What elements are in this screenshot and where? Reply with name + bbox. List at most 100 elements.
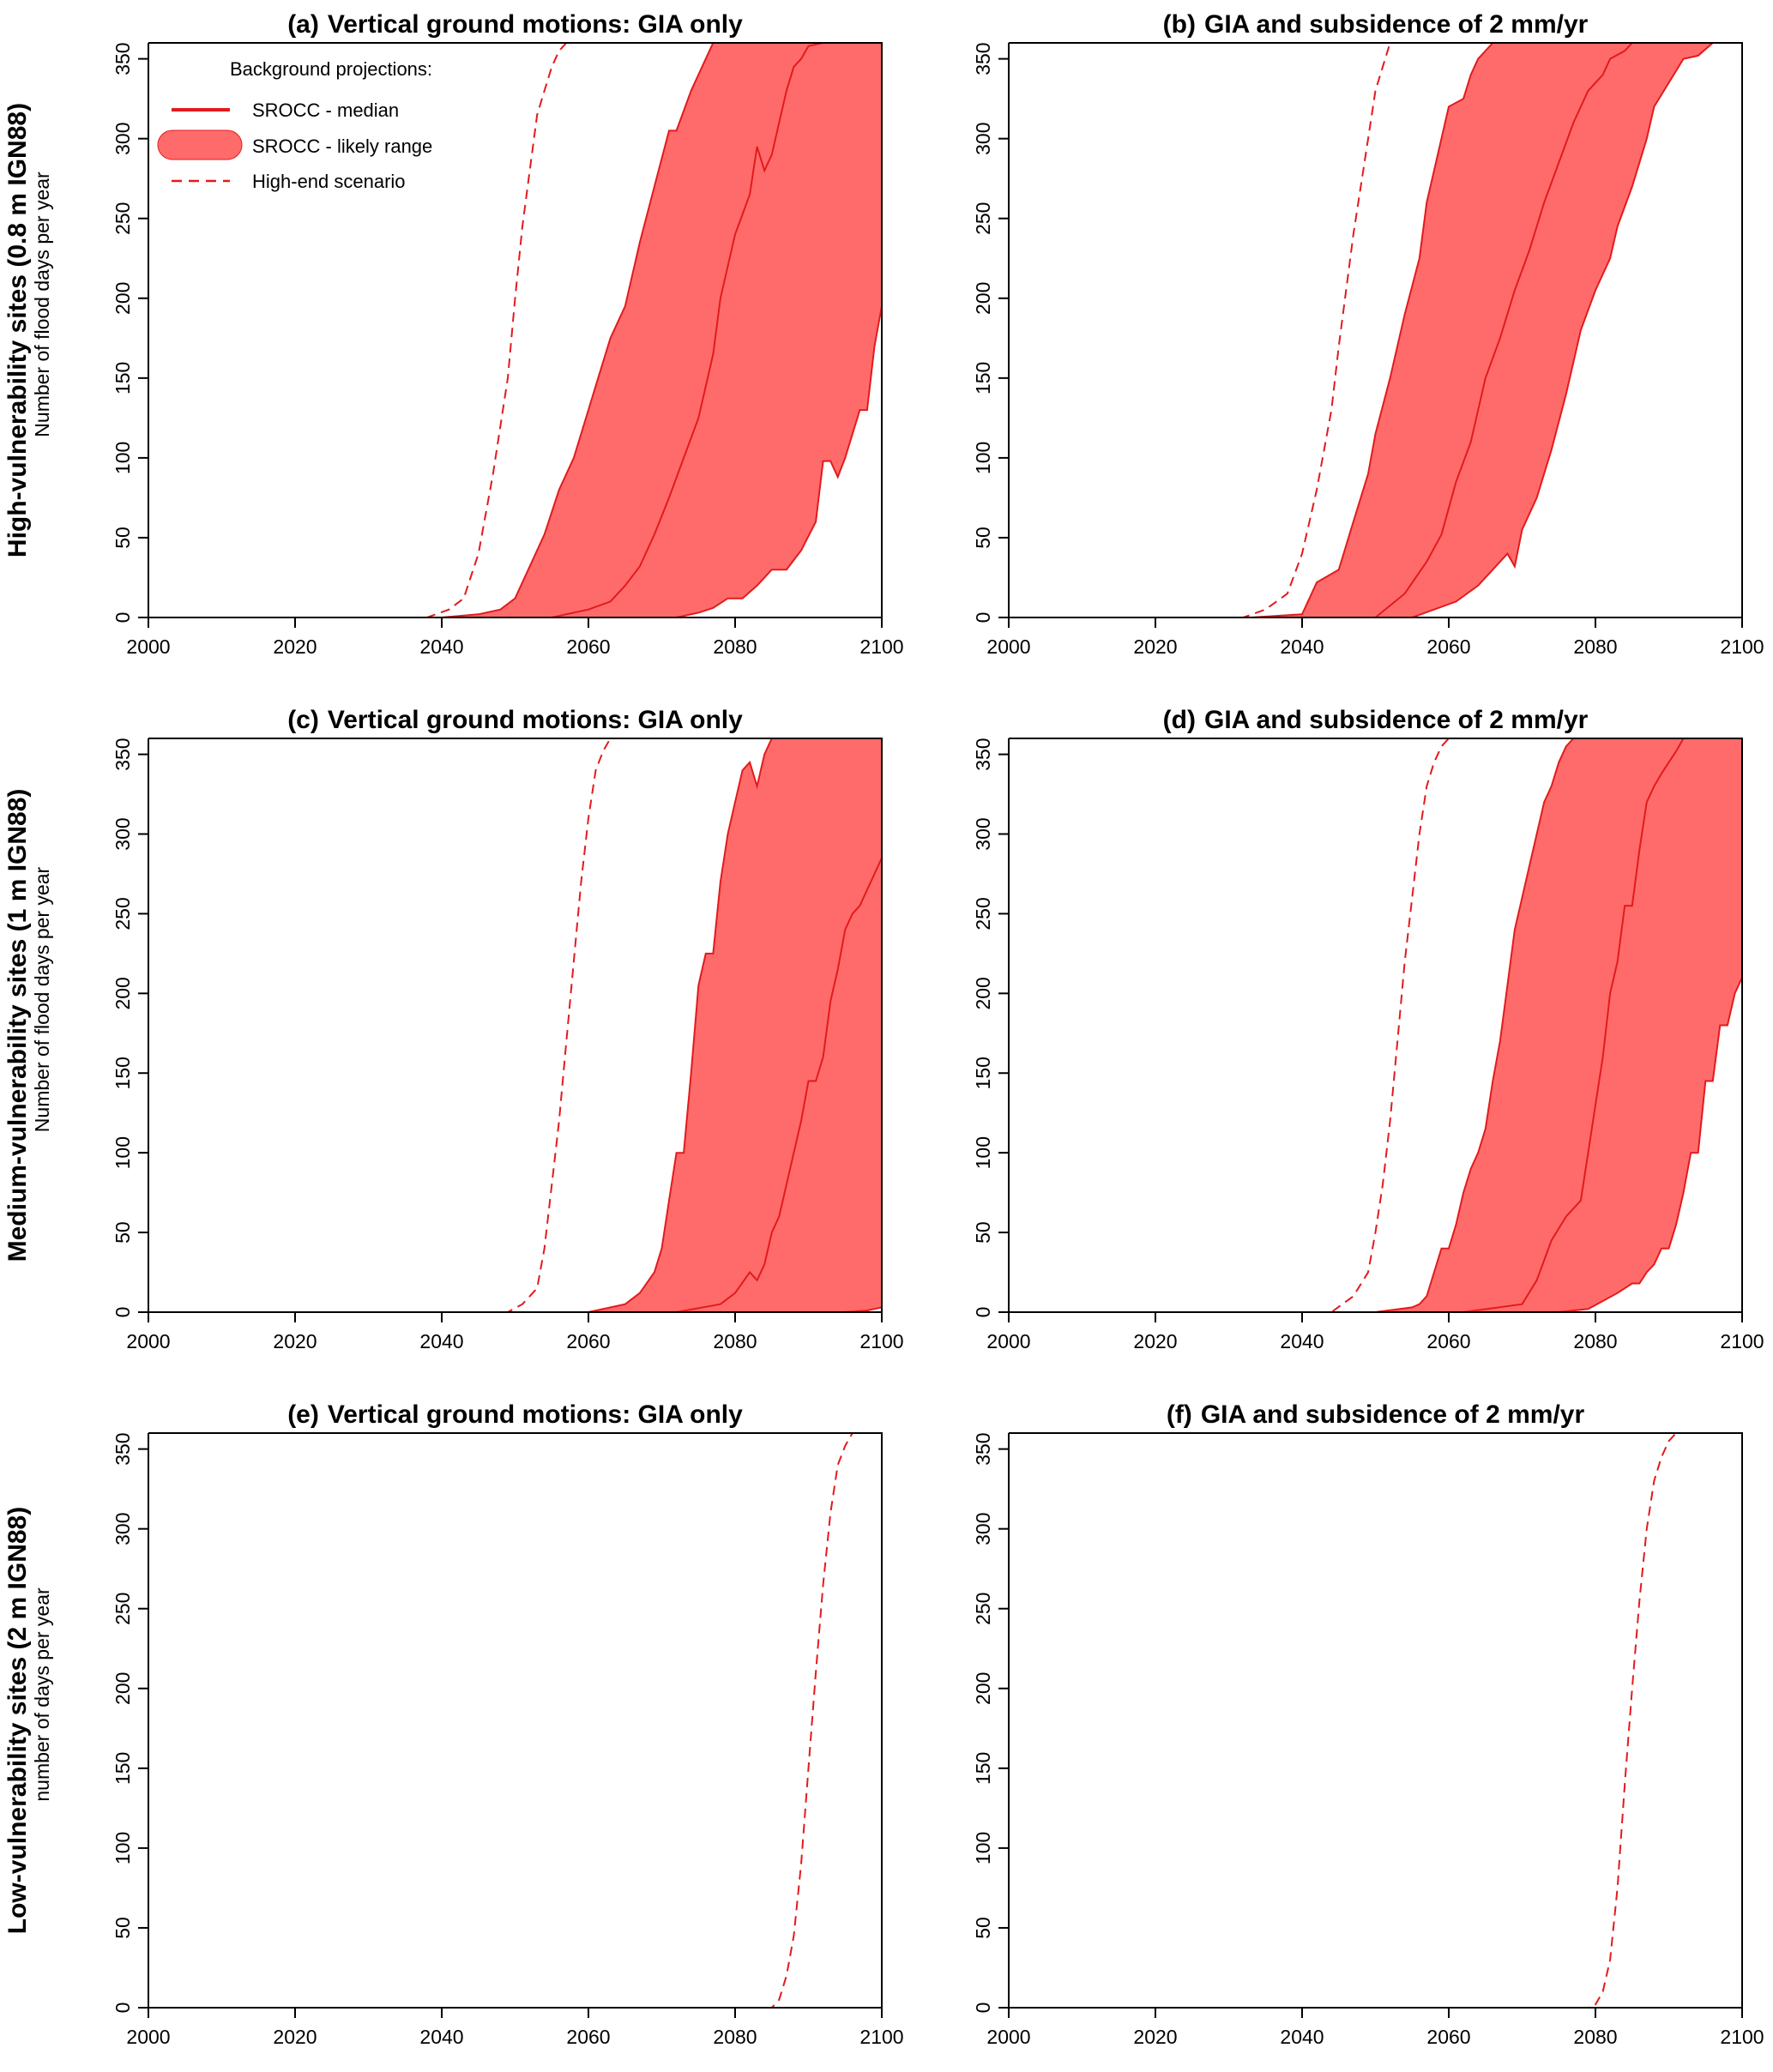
likely-range-band-a — [442, 43, 882, 617]
x-tick-label: 2040 — [1280, 2026, 1324, 2048]
y-tick-label: 250 — [112, 897, 134, 930]
likely-range-upper-line-c — [148, 738, 882, 1312]
y-tick-label: 300 — [112, 817, 134, 850]
x-tick-label: 2040 — [419, 2026, 463, 2048]
likely-range-upper-line-d — [1009, 738, 1742, 1312]
legend-range-label: SROCC - likely range — [252, 136, 432, 157]
x-tick-label: 2100 — [1720, 1330, 1764, 1352]
panel-f: 2000 2020 2040 2060 2080 2100 0 50 100 150 200 250 3… — [972, 1400, 1764, 2048]
likely-range-lower-line-b — [1009, 43, 1742, 617]
y-tick-label: 200 — [972, 1672, 994, 1705]
x-tick-label: 2060 — [1426, 2026, 1470, 2048]
likely-range-lower-line-c — [148, 1306, 882, 1312]
x-tick-label: 2000 — [986, 2026, 1030, 2048]
y-tick-label: 100 — [112, 1136, 134, 1169]
panel-title-text: GIA and subsidence of 2 mm/yr — [1201, 1400, 1585, 1429]
y-tick-label: 200 — [112, 282, 134, 315]
panel-a: 2000 2020 2040 2060 2080 2100 0 50 100 150 200 250 3… — [3, 10, 904, 658]
panel-tag: (c) — [287, 706, 319, 734]
x-tick-label: 2100 — [1720, 2026, 1764, 2048]
y-tick-label: 350 — [972, 1432, 994, 1465]
panel-title-a: (a) Vertical ground motions: GIA only — [287, 10, 743, 39]
high-end-line-f — [1009, 1433, 1677, 2008]
y-tick-label: 50 — [112, 527, 134, 549]
y-tick-label: 50 — [972, 1221, 994, 1244]
y-tick-label: 0 — [112, 2003, 134, 2014]
legend-highend-label: High-end scenario — [252, 171, 406, 192]
y-tick-label: 300 — [972, 817, 994, 850]
panel-e: 2000 2020 2040 2060 2080 2100 0 50 100 150 200 250 3… — [3, 1400, 904, 2048]
likely-range-lower-line-d — [1009, 977, 1742, 1312]
y-tick-label: 250 — [112, 1593, 134, 1625]
high-end-line-d — [1009, 738, 1450, 1312]
panel-title-text: Vertical ground motions: GIA only — [328, 10, 743, 39]
y-tick-label: 300 — [112, 1512, 134, 1545]
plot-frame-e — [148, 1432, 883, 2009]
y-tick-label: 150 — [112, 1752, 134, 1785]
x-tick-label: 2020 — [273, 2026, 317, 2048]
panel-b: 2000 2020 2040 2060 2080 2100 0 50 100 150 200 250 3… — [972, 10, 1764, 658]
y-tick-label: 250 — [972, 202, 994, 235]
x-tick-label: 2040 — [419, 635, 463, 658]
x-tick-label: 2100 — [859, 2026, 903, 2048]
panel-title-b: (b) GIA and subsidence of 2 mm/yr — [1163, 10, 1589, 39]
y-tick-label: 50 — [972, 1917, 994, 1939]
plot-frame-f — [1008, 1432, 1743, 2009]
y-tick-label: 150 — [112, 1057, 134, 1089]
x-tick-label: 2060 — [1426, 635, 1470, 658]
high-end-line-a — [148, 43, 568, 617]
x-tick-label: 2080 — [1573, 635, 1617, 658]
x-tick-label: 2060 — [1426, 1330, 1470, 1352]
x-tick-label: 2000 — [986, 635, 1030, 658]
y-axis-label: Number of flood days per year — [31, 866, 53, 1132]
row-label: Low-vulnerability sites (2 m IGN88) — [3, 1507, 32, 1934]
y-axis-label: number of days per year — [31, 1587, 53, 1802]
panel-title-e: (e) Vertical ground motions: GIA only — [287, 1400, 743, 1429]
y-tick-label: 250 — [112, 202, 134, 235]
panel-title-text: Vertical ground motions: GIA only — [328, 1400, 743, 1429]
panel-title-f: (f) GIA and subsidence of 2 mm/yr — [1167, 1400, 1585, 1429]
y-tick-label: 150 — [972, 1057, 994, 1089]
x-tick-label: 2020 — [1133, 635, 1177, 658]
x-tick-label: 2020 — [273, 1330, 317, 1352]
likely-range-upper-line-b — [1009, 43, 1742, 617]
x-tick-label: 2080 — [1573, 1330, 1617, 1352]
y-tick-label: 350 — [972, 42, 994, 75]
x-tick-label: 2020 — [1133, 1330, 1177, 1352]
y-tick-label: 0 — [112, 1307, 134, 1318]
x-tick-label: 2000 — [986, 1330, 1030, 1352]
y-tick-label: 100 — [972, 1832, 994, 1864]
y-tick-label: 350 — [972, 738, 994, 770]
y-tick-label: 200 — [112, 1672, 134, 1705]
x-tick-label: 2080 — [713, 2026, 757, 2048]
likely-range-band-c — [588, 738, 882, 1312]
y-tick-label: 200 — [972, 977, 994, 1009]
x-tick-label: 2080 — [713, 1330, 757, 1352]
y-tick-label: 150 — [112, 362, 134, 395]
panel-tag: (e) — [287, 1400, 319, 1429]
panel-title-text: GIA and subsidence of 2 mm/yr — [1204, 10, 1589, 39]
y-tick-label: 350 — [112, 42, 134, 75]
high-end-line-c — [148, 738, 612, 1312]
y-tick-label: 300 — [112, 122, 134, 154]
median-line-d — [1009, 738, 1742, 1312]
high-end-line-e — [148, 1433, 853, 2008]
y-tick-label: 0 — [972, 612, 994, 623]
y-tick-label: 200 — [972, 282, 994, 315]
y-tick-label: 350 — [112, 738, 134, 770]
panel-d: 2000 2020 2040 2060 2080 2100 0 50 100 150 200 250 3… — [972, 706, 1764, 1352]
likely-range-lower-line-a — [148, 305, 882, 617]
y-tick-label: 250 — [972, 897, 994, 930]
x-tick-label: 2040 — [419, 1330, 463, 1352]
y-tick-label: 150 — [972, 1752, 994, 1785]
x-tick-label: 2060 — [566, 635, 610, 658]
panel-tag: (f) — [1167, 1400, 1192, 1429]
panel-tag: (b) — [1163, 10, 1196, 39]
y-tick-label: 100 — [112, 442, 134, 474]
likely-range-upper-line-a — [148, 43, 882, 617]
x-tick-label: 2080 — [1573, 2026, 1617, 2048]
y-axis-label: Number of flood days per year — [31, 172, 53, 437]
y-tick-label: 150 — [972, 362, 994, 395]
x-tick-label: 2020 — [1133, 2026, 1177, 2048]
